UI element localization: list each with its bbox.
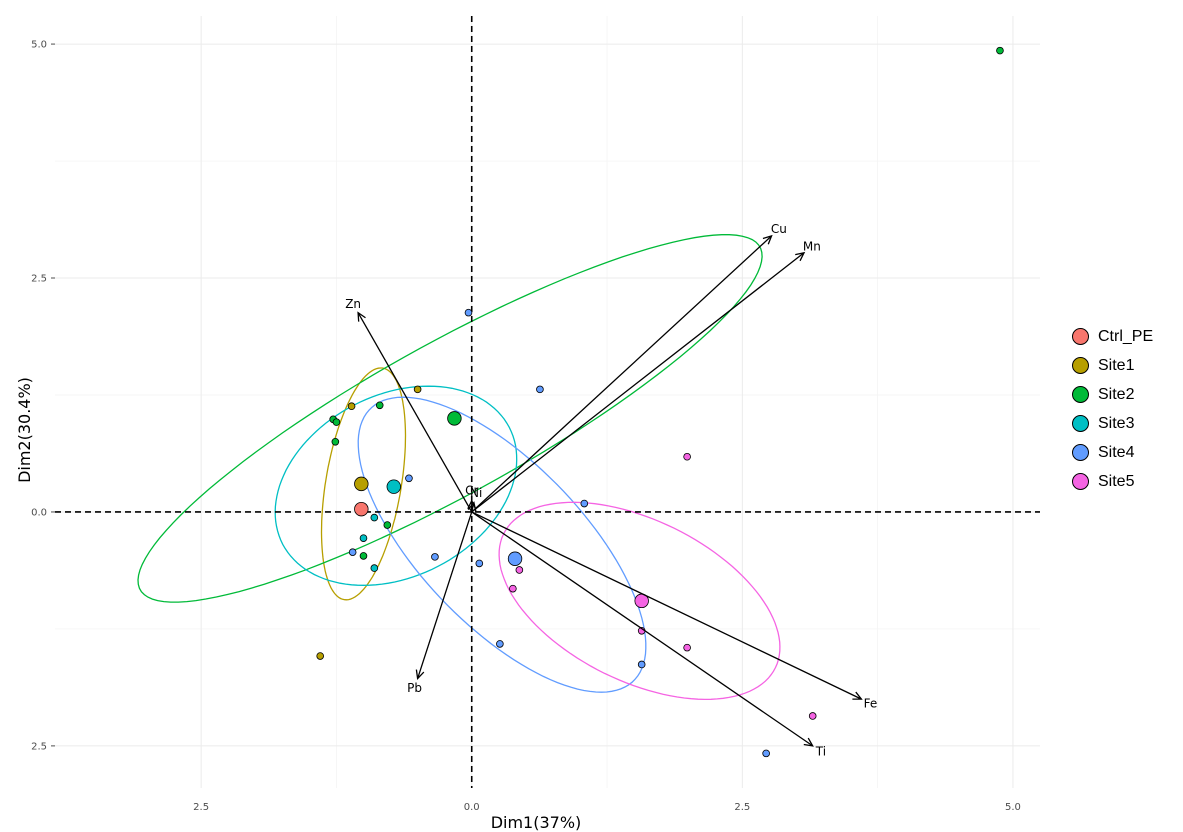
data-point (496, 640, 503, 647)
data-point (684, 453, 691, 460)
data-point (997, 47, 1004, 54)
legend-key (1072, 444, 1089, 461)
data-point (465, 309, 472, 316)
x-tick-label: 5.0 (1005, 802, 1021, 813)
data-point (476, 560, 483, 567)
legend-key (1072, 328, 1089, 345)
legend-item: Site 3 (1072, 409, 1153, 438)
data-point (317, 653, 324, 660)
legend-key (1072, 473, 1089, 490)
data-point (406, 475, 413, 482)
variable-label: Ti (815, 745, 826, 759)
x-tick-label: 2.5 (734, 802, 750, 813)
variable-label: Pb (407, 681, 422, 695)
y-tick-label: 5.0 (31, 40, 47, 51)
y-tick-label: 2.5 (31, 274, 47, 285)
group-centroid (387, 480, 401, 494)
data-point (432, 553, 439, 560)
legend-label: Site 1 (1098, 356, 1134, 375)
ellipse (358, 397, 646, 692)
data-point (332, 438, 339, 445)
legend-label: Site 2 (1098, 385, 1134, 404)
grid (55, 16, 1040, 788)
data-point (509, 585, 516, 592)
variable-arrow (472, 236, 772, 512)
data-point (638, 661, 645, 668)
legend-item: Site 2 (1072, 380, 1153, 409)
data-point (516, 567, 523, 574)
data-point (384, 522, 391, 529)
x-axis-title: Dim1 (37%) (491, 813, 582, 832)
variable-arrow (472, 253, 804, 512)
group-centroid (448, 412, 462, 426)
variable-arrows: CuMnZnPbFeTiCrNi (345, 222, 877, 758)
legend: Ctrl_PE Site 1 Site 2 Site 3 Site 4 Site 5 (1072, 322, 1153, 496)
variable-label: Mn (803, 240, 821, 254)
variable-arrow (418, 512, 472, 679)
data-point (763, 750, 770, 757)
data-point (360, 553, 367, 560)
legend-key (1072, 386, 1089, 403)
legend-item: Ctrl_PE (1072, 322, 1153, 351)
group-centroid (355, 477, 369, 491)
data-point (809, 713, 816, 720)
data-point (349, 549, 356, 556)
legend-item: Site 1 (1072, 351, 1153, 380)
x-tick-label: 0.0 (464, 802, 480, 813)
arrow-head (804, 738, 813, 746)
variable-label: Zn (345, 297, 361, 311)
legend-label: Site 4 (1098, 443, 1134, 462)
data-point (414, 386, 421, 393)
legend-item: Site 5 (1072, 467, 1153, 496)
legend-label: Ctrl_PE (1098, 328, 1153, 346)
y-axis-title: Dim2 (30.4%) (15, 377, 34, 483)
legend-item: Site 4 (1072, 438, 1153, 467)
data-point (360, 535, 367, 542)
group-centroid (508, 552, 522, 566)
x-tick-label: 2.5 (193, 802, 209, 813)
reference-axes (55, 16, 1040, 788)
data-point (371, 565, 378, 572)
legend-key (1072, 415, 1089, 432)
group-centroid (355, 502, 369, 516)
variable-label: Cu (771, 222, 787, 236)
data-point (371, 514, 378, 521)
data-point (684, 644, 691, 651)
legend-label: Site 5 (1098, 472, 1134, 491)
data-point (333, 419, 340, 426)
y-tick-label: 2.5 (31, 741, 47, 752)
confidence-ellipses (138, 235, 780, 700)
data-point (376, 402, 383, 409)
sample-points (317, 47, 1004, 757)
y-tick-label: 0.0 (31, 507, 47, 518)
data-point (581, 500, 588, 507)
variable-label: Ni (470, 486, 482, 500)
variable-arrow (472, 512, 862, 699)
legend-label: Site 3 (1098, 414, 1134, 433)
data-point (537, 386, 544, 393)
data-point (348, 403, 355, 410)
legend-key (1072, 357, 1089, 374)
variable-label: Fe (864, 696, 878, 710)
